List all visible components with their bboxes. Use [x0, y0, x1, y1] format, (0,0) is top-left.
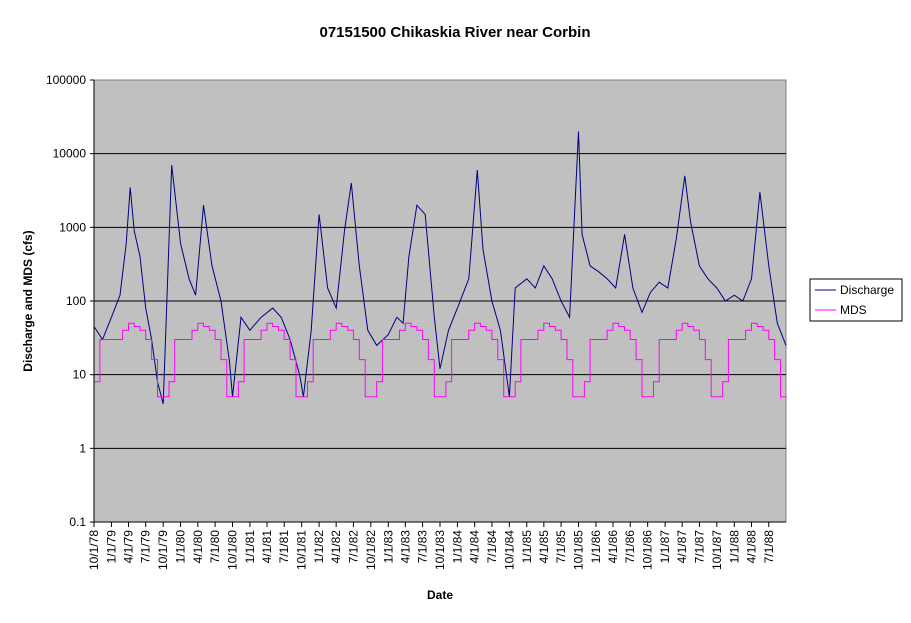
- gridlines: [94, 153, 786, 449]
- x-tick-label: 10/1/81: [295, 530, 309, 570]
- x-tick-label: 10/1/85: [572, 530, 586, 570]
- x-tick-label: 1/1/85: [520, 530, 534, 564]
- x-tick-label: 1/1/82: [312, 530, 326, 564]
- x-tick-label: 7/1/86: [623, 530, 637, 564]
- x-tick-label: 7/1/81: [277, 530, 291, 564]
- x-tick-label: 1/1/79: [104, 530, 118, 564]
- y-tick-label: 100: [66, 294, 86, 308]
- x-tick-label: 1/1/83: [381, 530, 395, 564]
- x-tick-label: 10/1/87: [710, 530, 724, 570]
- y-tick-label: 10: [73, 368, 87, 382]
- x-tick-label: 10/1/84: [502, 530, 516, 570]
- x-tick-label: 4/1/80: [191, 530, 205, 564]
- x-tick-label: 4/1/83: [398, 530, 412, 564]
- x-tick-label: 10/1/79: [156, 530, 170, 570]
- y-tick-label: 0.1: [69, 515, 86, 529]
- x-axis-ticks: 10/1/78 1/1/79 4/1/79 7/1/79 10/1/79 1/1/80 4/…: [87, 522, 776, 570]
- x-tick-label: 10/1/86: [641, 530, 655, 570]
- legend-label-discharge: Discharge: [840, 283, 894, 297]
- y-tick-label: 10000: [53, 147, 87, 161]
- y-tick-label: 1: [79, 441, 86, 455]
- x-tick-label: 4/1/79: [121, 530, 135, 564]
- series-line-mds: [94, 322, 786, 398]
- x-tick-label: 10/1/78: [87, 530, 101, 570]
- x-tick-label: 1/1/87: [658, 530, 672, 564]
- x-tick-label: 7/1/82: [346, 530, 360, 564]
- x-tick-label: 10/1/80: [226, 530, 240, 570]
- x-tick-label: 7/1/84: [485, 530, 499, 564]
- x-tick-label: 7/1/88: [762, 530, 776, 564]
- y-axis-label: Discharge and MDS (cfs): [21, 230, 35, 371]
- legend: Discharge MDS: [809, 278, 903, 322]
- y-tick-label: 1000: [59, 220, 86, 234]
- x-tick-label: 10/1/83: [433, 530, 447, 570]
- y-tick-label: 100000: [46, 73, 86, 87]
- x-tick-label: 4/1/87: [675, 530, 689, 564]
- x-tick-label: 1/1/81: [243, 530, 257, 564]
- x-tick-label: 7/1/87: [692, 530, 706, 564]
- series-layer: [93, 131, 787, 405]
- series-line-discharge: [93, 131, 787, 405]
- chart-title: 07151500 Chikaskia River near Corbin: [320, 24, 591, 41]
- x-tick-label: 10/1/82: [364, 530, 378, 570]
- x-tick-label: 1/1/86: [589, 530, 603, 564]
- x-axis-label: Date: [427, 588, 453, 602]
- x-tick-label: 7/1/85: [554, 530, 568, 564]
- x-tick-label: 4/1/84: [468, 530, 482, 564]
- x-tick-label: 1/1/84: [450, 530, 464, 564]
- x-tick-label: 4/1/86: [606, 530, 620, 564]
- x-tick-label: 4/1/82: [329, 530, 343, 564]
- x-tick-label: 1/1/80: [174, 530, 188, 564]
- x-tick-label: 4/1/85: [537, 530, 551, 564]
- x-tick-label: 4/1/88: [745, 530, 759, 564]
- x-tick-label: 7/1/79: [139, 530, 153, 564]
- x-tick-label: 1/1/88: [727, 530, 741, 564]
- x-tick-label: 4/1/81: [260, 530, 274, 564]
- legend-box: [809, 278, 903, 322]
- x-tick-label: 7/1/83: [416, 530, 430, 564]
- legend-label-mds: MDS: [840, 303, 867, 317]
- x-tick-label: 7/1/80: [208, 530, 222, 564]
- y-axis-ticks: 0.1 1 10 100 1000 10000 100000: [46, 73, 94, 529]
